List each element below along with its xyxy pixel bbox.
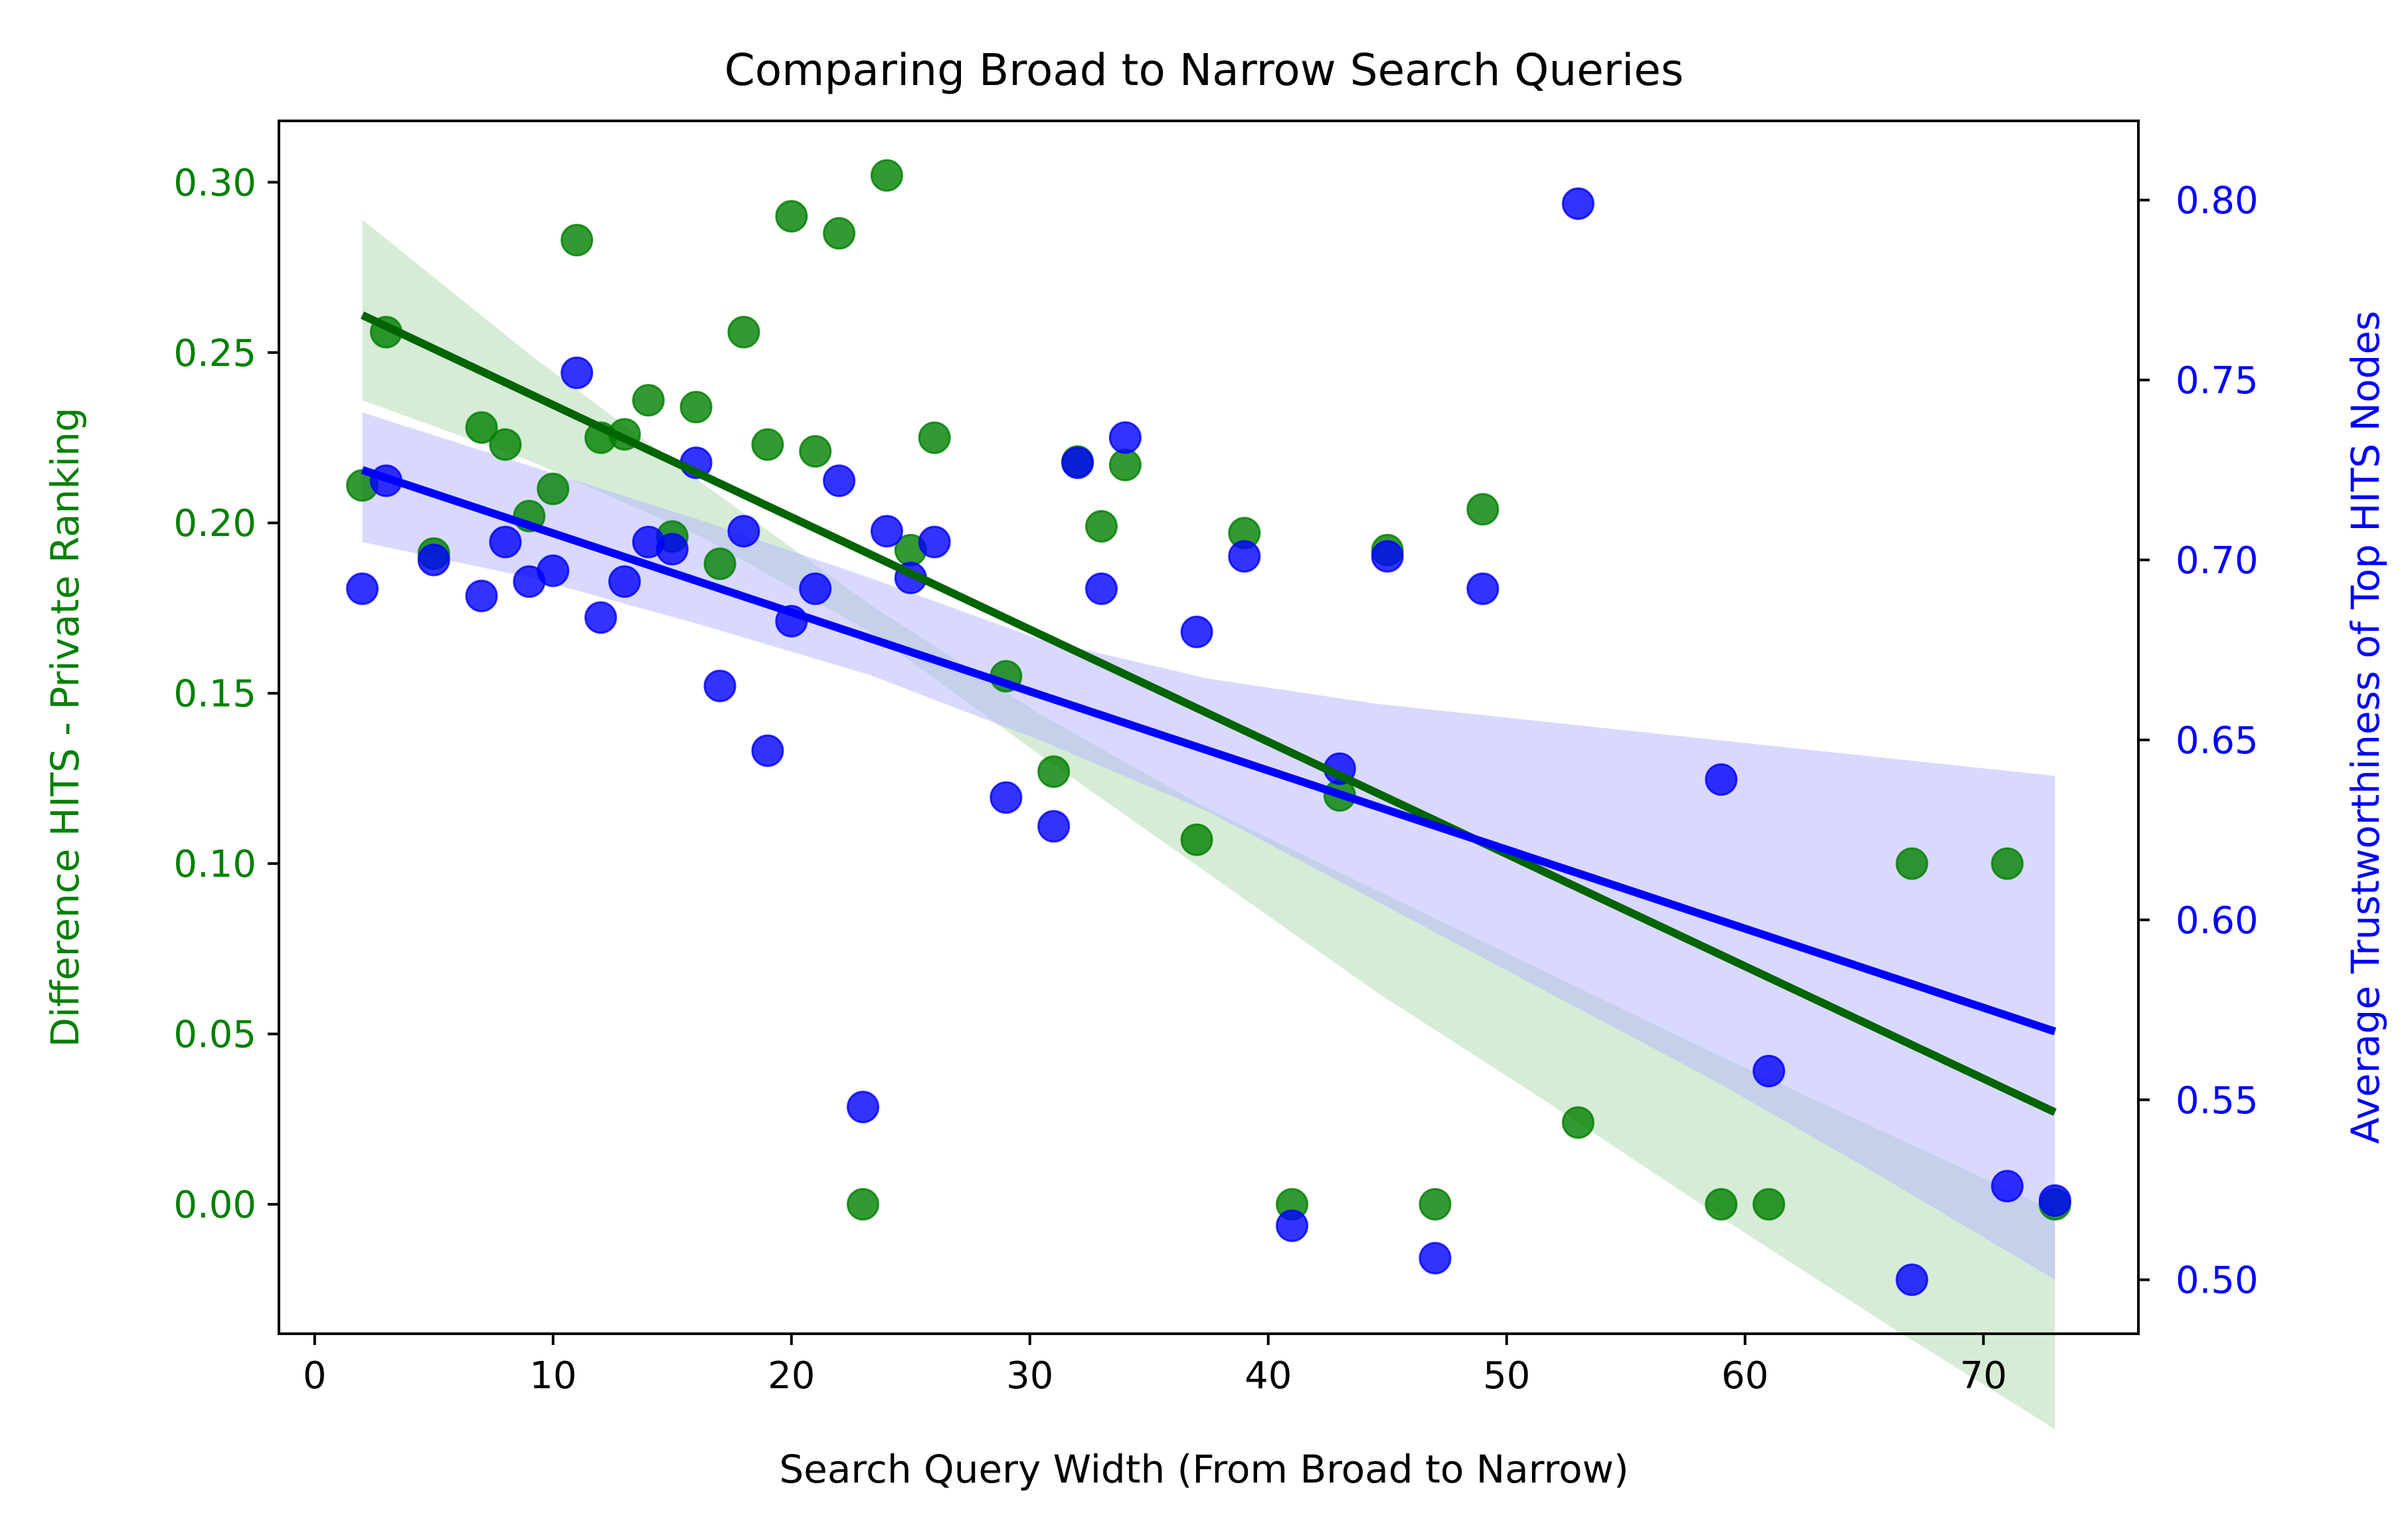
data-point-left — [775, 200, 808, 233]
data-point-right — [1561, 187, 1594, 221]
right-y-tick-label: 0.75 — [2176, 359, 2259, 403]
x-tick-label: 30 — [1006, 1354, 1053, 1398]
data-point-right — [560, 356, 594, 389]
data-point-right — [1466, 572, 1500, 605]
plot-area — [346, 159, 2071, 1429]
data-point-right — [655, 533, 689, 566]
data-point-left — [823, 217, 856, 250]
left-y-tick-label: 0.05 — [173, 1014, 256, 1057]
data-point-right — [1895, 1263, 1929, 1297]
data-point-right — [1276, 1209, 1309, 1242]
data-point-left — [1705, 1188, 1738, 1221]
data-point-right — [1371, 540, 1404, 573]
data-point-right — [417, 543, 450, 577]
left-y-tick-label: 0.30 — [173, 161, 256, 205]
right-y-tick-label: 0.50 — [2176, 1259, 2259, 1303]
data-point-left — [1466, 493, 1500, 526]
confidence-bands — [362, 219, 2055, 1429]
data-point-right — [1037, 810, 1071, 843]
data-point-left — [847, 1188, 879, 1221]
data-point-right — [703, 670, 736, 703]
data-point-left — [870, 159, 903, 192]
data-point-right — [918, 525, 951, 559]
data-point-left — [1037, 755, 1071, 788]
data-point-left — [703, 547, 736, 581]
data-point-right — [823, 464, 856, 497]
data-point-right — [1085, 572, 1118, 605]
data-point-right — [489, 525, 522, 559]
data-point-left — [918, 421, 951, 454]
data-point-right — [2038, 1184, 2071, 1217]
data-point-left — [1561, 1106, 1594, 1139]
data-point-right — [1180, 615, 1213, 648]
data-point-right — [346, 572, 379, 605]
x-tick-label: 20 — [768, 1354, 815, 1398]
data-point-left — [1419, 1188, 1452, 1221]
data-point-right — [989, 781, 1023, 814]
data-point-left — [632, 384, 665, 417]
data-point-right — [1705, 763, 1738, 796]
left-y-tick-label: 0.25 — [173, 332, 256, 375]
data-point-right — [870, 515, 903, 548]
left-y-axis-label: Difference HITS - Private Ranking — [43, 407, 88, 1047]
left-y-tick-label: 0.15 — [173, 673, 256, 716]
left-y-tick-label: 0.00 — [173, 1184, 256, 1227]
data-point-right — [465, 579, 498, 612]
data-point-left — [751, 428, 784, 461]
data-point-right — [1419, 1241, 1452, 1275]
scatter-points — [346, 159, 2071, 1297]
data-point-left — [1753, 1188, 1786, 1221]
x-axis-label: Search Query Width (From Broad to Narrow… — [779, 1447, 1628, 1492]
x-tick-label: 10 — [529, 1354, 576, 1398]
data-point-left — [799, 435, 832, 468]
chart-title: Comparing Broad to Narrow Search Queries — [725, 45, 1684, 96]
data-point-left — [1991, 847, 2024, 880]
x-tick-label: 50 — [1483, 1354, 1530, 1398]
left-y-tick-label: 0.20 — [173, 502, 256, 545]
data-point-right — [537, 554, 570, 587]
x-tick-label: 70 — [1960, 1354, 2007, 1398]
left-y-tick-label: 0.10 — [173, 843, 256, 886]
right-y-tick-label: 0.80 — [2176, 179, 2259, 223]
data-point-right — [1753, 1055, 1786, 1087]
data-point-left — [1108, 448, 1142, 482]
data-point-right — [1061, 446, 1094, 480]
data-point-right — [727, 515, 760, 548]
data-point-right — [847, 1091, 879, 1124]
data-point-left — [465, 411, 498, 444]
left-y-axis-ticks: 0.00 0.05 0.10 0.15 0.20 0.25 0.30 — [173, 161, 279, 1227]
x-tick-label: 0 — [303, 1354, 327, 1398]
regression-lines — [361, 311, 2057, 1117]
data-point-left — [537, 472, 570, 505]
data-point-left — [1895, 847, 1929, 880]
right-y-tick-label: 0.65 — [2176, 719, 2259, 763]
x-tick-label: 60 — [1721, 1354, 1768, 1398]
data-point-right — [1228, 540, 1261, 573]
regression-line-right — [361, 466, 2057, 1036]
right-y-axis-label: Average Trustworthiness of Top HITS Node… — [2343, 311, 2388, 1144]
right-y-axis-ticks: 0.50 0.55 0.60 0.65 0.70 0.75 0.80 — [2138, 179, 2259, 1303]
data-point-left — [1085, 509, 1118, 543]
data-point-right — [751, 734, 784, 767]
right-y-tick-label: 0.55 — [2176, 1079, 2259, 1123]
data-point-right — [1108, 421, 1142, 454]
regression-line-left — [361, 311, 2057, 1117]
data-point-left — [1180, 823, 1213, 856]
data-point-left — [560, 224, 594, 256]
data-point-right — [799, 572, 832, 605]
right-y-tick-label: 0.70 — [2176, 539, 2259, 583]
x-axis-ticks: 0 10 20 30 40 50 60 70 — [303, 1334, 2007, 1398]
plot-frame — [278, 120, 2140, 1335]
confidence-band-left — [362, 219, 2055, 1429]
data-point-right — [608, 565, 641, 598]
data-point-left — [489, 428, 522, 461]
data-point-left — [679, 391, 713, 424]
data-point-left — [727, 316, 760, 349]
x-tick-label: 40 — [1245, 1354, 1292, 1398]
data-point-right — [1991, 1170, 2024, 1203]
data-point-right — [584, 601, 618, 634]
right-y-tick-label: 0.60 — [2176, 899, 2259, 943]
